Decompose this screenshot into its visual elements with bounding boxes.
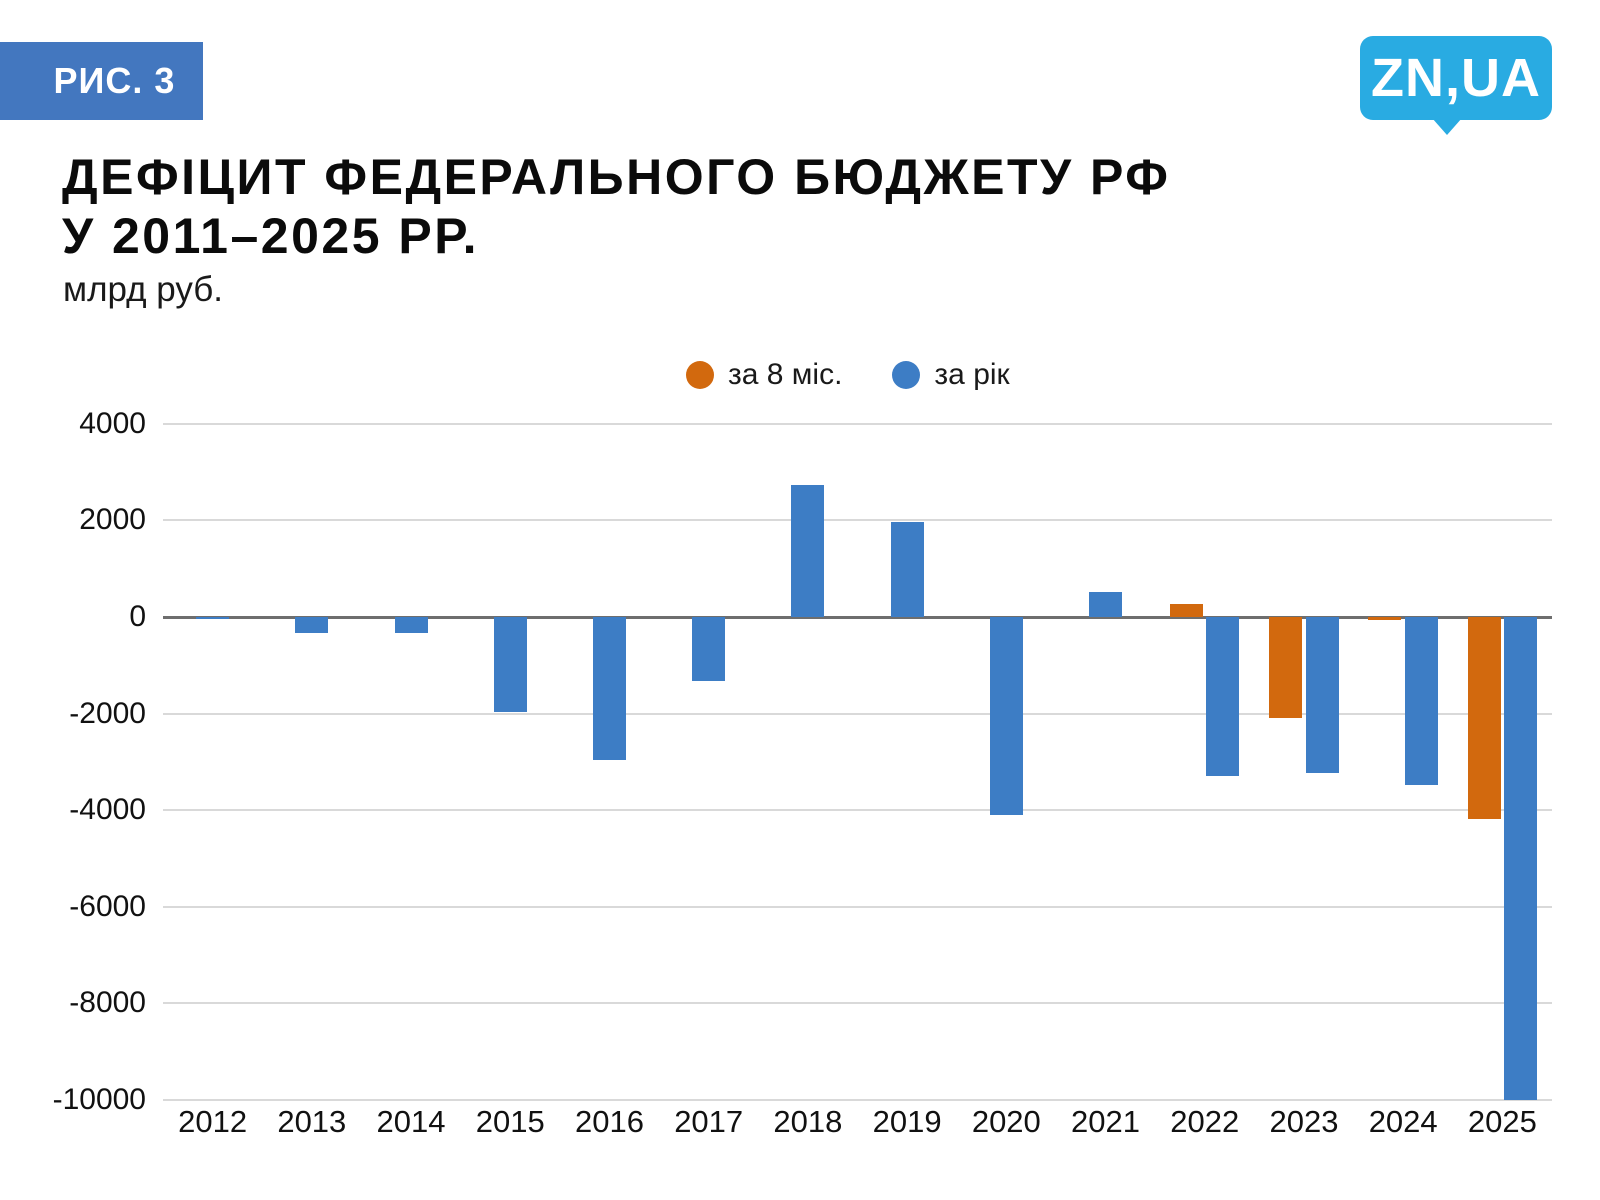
- x-tick-label: 2017: [674, 1104, 744, 1139]
- legend-label-full-year: за рік: [934, 358, 1010, 391]
- x-tick-label: 2015: [475, 1104, 545, 1139]
- bar-2025-full-year: [1504, 617, 1538, 1100]
- y-tick-label: 4000: [79, 406, 146, 440]
- y-tick-label: -6000: [69, 889, 146, 923]
- x-tick-label: 2019: [872, 1104, 942, 1139]
- bar-2022-full-year: [1206, 617, 1240, 777]
- bar-2022-8-months: [1170, 603, 1204, 617]
- bar-2025-8-months: [1467, 617, 1501, 820]
- gridline: [163, 422, 1552, 425]
- bar-2024-8-months: [1368, 617, 1402, 620]
- chart-title-line-1: ДЕФІЦИТ ФЕДЕРАЛЬНОГО БЮДЖЕТУ РФ: [62, 149, 1171, 205]
- bar-2017-full-year: [692, 617, 726, 682]
- gridline: [163, 809, 1552, 812]
- zero-line: [163, 615, 1552, 619]
- x-tick-label: 2022: [1170, 1104, 1240, 1139]
- bar-2012-full-year: [196, 617, 230, 619]
- x-tick-label: 2012: [178, 1104, 248, 1139]
- bar-2020-full-year: [989, 617, 1023, 816]
- x-tick-label: 2013: [277, 1104, 347, 1139]
- y-tick-label: 2000: [79, 503, 146, 537]
- bar-2014-full-year: [394, 617, 428, 634]
- bar-2016-full-year: [592, 617, 626, 760]
- chart-title-line-2: У 2011–2025 РР.: [62, 208, 479, 264]
- bar-2019-full-year: [890, 522, 924, 617]
- logo-speech-bubble-tail: [1432, 118, 1462, 135]
- y-tick-label: 0: [129, 600, 146, 633]
- legend-label-8-months: за 8 міс.: [728, 358, 843, 391]
- bar-2015-full-year: [493, 617, 527, 712]
- x-tick-label: 2024: [1368, 1104, 1438, 1139]
- x-tick-label: 2021: [1071, 1104, 1141, 1139]
- bar-2021-full-year: [1089, 592, 1123, 617]
- x-tick-label: 2016: [574, 1104, 644, 1139]
- x-tick-label: 2018: [773, 1104, 843, 1139]
- x-tick-label: 2020: [971, 1104, 1041, 1139]
- figure-label: РИС. 3: [53, 60, 176, 101]
- chart-title: ДЕФІЦИТ ФЕДЕРАЛЬНОГО БЮДЖЕТУ РФ У 2011–2…: [62, 148, 1170, 266]
- gridline: [163, 519, 1552, 522]
- gridline: [163, 712, 1552, 715]
- gridline: [163, 1002, 1552, 1005]
- znua-logo: ZN,UA: [1360, 36, 1552, 135]
- y-tick-label: -10000: [52, 1082, 146, 1116]
- y-tick-label: -2000: [69, 696, 146, 730]
- bar-2018-full-year: [791, 484, 825, 617]
- x-tick-label: 2014: [376, 1104, 446, 1139]
- bar-2023-full-year: [1305, 617, 1339, 773]
- znua-logo-text: ZN,UA: [1371, 48, 1541, 108]
- legend-dot-8-months: [686, 361, 714, 389]
- chart-units-subtitle: млрд руб.: [63, 270, 224, 309]
- gridline: [163, 905, 1552, 908]
- figure-label-badge: РИС. 3: [0, 42, 203, 120]
- legend-dot-full-year: [892, 361, 921, 389]
- x-tick-label: 2025: [1467, 1104, 1537, 1139]
- bar-2013-full-year: [295, 617, 329, 633]
- y-tick-label: -4000: [69, 793, 146, 827]
- x-tick-label: 2023: [1269, 1104, 1339, 1139]
- chart-legend: за 8 міс. за рік: [686, 353, 1010, 397]
- bar-2023-8-months: [1269, 617, 1303, 719]
- y-tick-label: -8000: [69, 986, 146, 1020]
- gridline: [163, 1098, 1552, 1101]
- bar-2024-full-year: [1404, 617, 1438, 786]
